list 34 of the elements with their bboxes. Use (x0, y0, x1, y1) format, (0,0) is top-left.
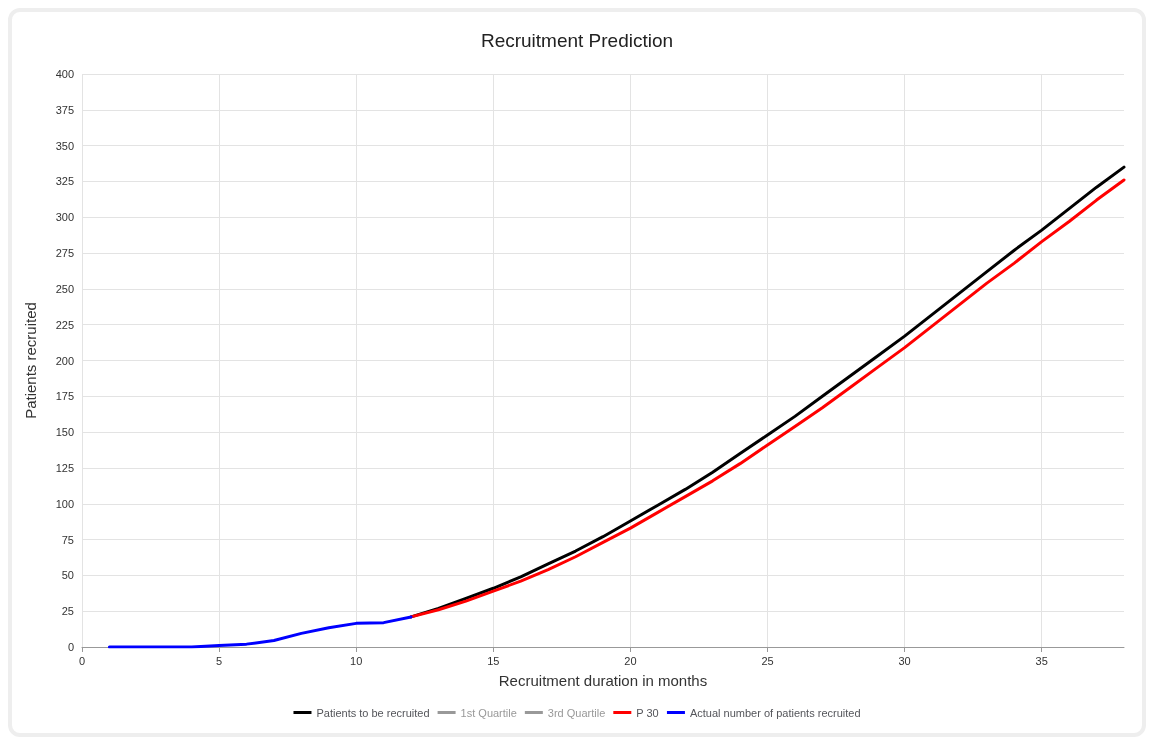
y-tick-label: 325 (55, 175, 74, 188)
legend-label: Actual number of patients recruited (689, 706, 861, 719)
y-tick-label: 25 (61, 605, 74, 618)
x-tick-label: 5 (216, 654, 223, 667)
legend-label: P 30 (636, 706, 659, 719)
x-axis-title: Recruitment duration in months (498, 672, 708, 689)
y-tick-label: 75 (61, 533, 74, 546)
y-tick-label: 400 (55, 68, 74, 80)
y-axis-title: Patients recruited (22, 302, 39, 419)
x-tick-label: 10 (350, 654, 363, 667)
y-tick-label: 300 (55, 211, 74, 224)
legend-label: Patients to be recruited (316, 706, 430, 719)
y-tick-label: 225 (55, 318, 74, 331)
y-tick-label: 100 (55, 497, 74, 510)
y-tick-label: 175 (55, 390, 74, 403)
y-tick-label: 150 (55, 426, 74, 439)
x-tick-label: 25 (761, 654, 774, 667)
line-series (107, 615, 413, 649)
chart-title: Recruitment Prediction (480, 30, 674, 51)
y-tick-label: 375 (55, 103, 74, 116)
y-tick-label: 250 (55, 282, 74, 295)
y-tick-label: 350 (55, 139, 74, 152)
x-tick-label: 20 (624, 654, 637, 667)
y-tick-label: 200 (55, 354, 74, 367)
y-tick-label: 50 (61, 569, 74, 582)
y-tick-label: 275 (55, 247, 74, 260)
x-tick-label: 35 (1035, 654, 1048, 667)
y-tick-label: 125 (55, 461, 74, 474)
legend-label: 1st Quartile (460, 706, 517, 719)
y-tick-label: 0 (67, 641, 74, 653)
legend-label: 3rd Quartile (547, 706, 606, 719)
x-tick-label: 30 (898, 654, 911, 667)
x-tick-label: 0 (78, 654, 86, 667)
x-tick-label: 15 (487, 654, 500, 667)
